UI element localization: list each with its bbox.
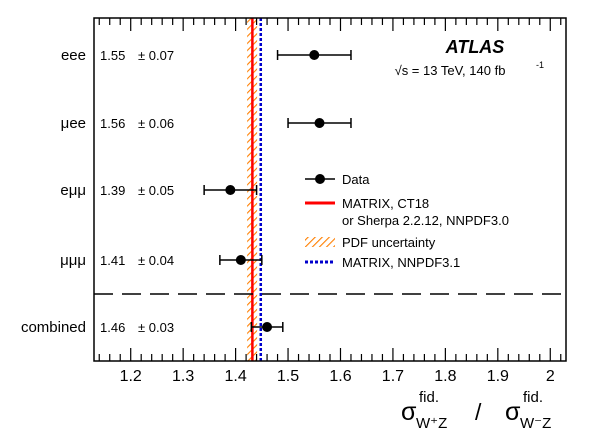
x-tick-label: 2 (546, 368, 555, 385)
x-label-denominator-sup: fid. (523, 389, 543, 406)
x-tick-label: 1.3 (172, 368, 194, 385)
value-label: 1.56 (100, 116, 125, 131)
x-label-denominator: σ (505, 398, 521, 426)
x-tick-label: 1.8 (434, 368, 456, 385)
x-tick-label: 1.7 (382, 368, 404, 385)
uncertainty-label: ± 0.07 (138, 48, 174, 63)
x-label-numerator: σ (401, 398, 417, 426)
x-label-denominator-sub: W⁻Z (520, 415, 551, 432)
value-label: 1.41 (100, 253, 125, 268)
uncertainty-label: ± 0.04 (138, 253, 174, 268)
legend-matrix-ct18-label: MATRIX, CT18 (342, 196, 429, 211)
x-tick-label: 1.9 (487, 368, 509, 385)
x-tick-label: 1.5 (277, 368, 299, 385)
data-point (314, 118, 325, 128)
channel-label: μee (61, 115, 86, 132)
x-tick-label: 1.4 (224, 368, 246, 385)
uncertainty-label: ± 0.06 (138, 116, 174, 131)
legend-pdf-label: PDF uncertainty (342, 235, 436, 250)
uncertainty-label: ± 0.05 (138, 183, 174, 198)
value-label: 1.55 (100, 48, 125, 63)
data-point (309, 50, 320, 60)
x-tick-label: 1.2 (120, 368, 142, 385)
experiment-label: ATLAS (445, 37, 505, 57)
x-label-numerator-sub: W⁺Z (416, 415, 447, 432)
value-label: 1.46 (100, 320, 125, 335)
x-label-slash: / (475, 399, 482, 425)
legend-matrix-ct18-label-2: or Sherpa 2.2.12, NNPDF3.0 (342, 213, 509, 228)
x-tick-label: 1.6 (329, 368, 351, 385)
energy-label-sup: -1 (536, 60, 544, 70)
uncertainty-label: ± 0.03 (138, 320, 174, 335)
energy-label: √s = 13 TeV, 140 fb (395, 63, 506, 78)
channel-label: eee (61, 47, 86, 64)
legend-data-marker (315, 174, 325, 184)
data-point (225, 185, 236, 195)
data-point (235, 255, 246, 265)
value-label: 1.39 (100, 183, 125, 198)
channel-label: combined (21, 319, 86, 336)
legend-pdf-swatch (305, 237, 335, 247)
x-label-numerator-sup: fid. (419, 389, 439, 406)
channel-label: μμμ (60, 252, 86, 269)
channel-label: eμμ (60, 182, 86, 199)
data-point (262, 322, 273, 332)
legend-nnpdf31-label: MATRIX, NNPDF3.1 (342, 255, 460, 270)
legend-data-label: Data (342, 172, 370, 187)
